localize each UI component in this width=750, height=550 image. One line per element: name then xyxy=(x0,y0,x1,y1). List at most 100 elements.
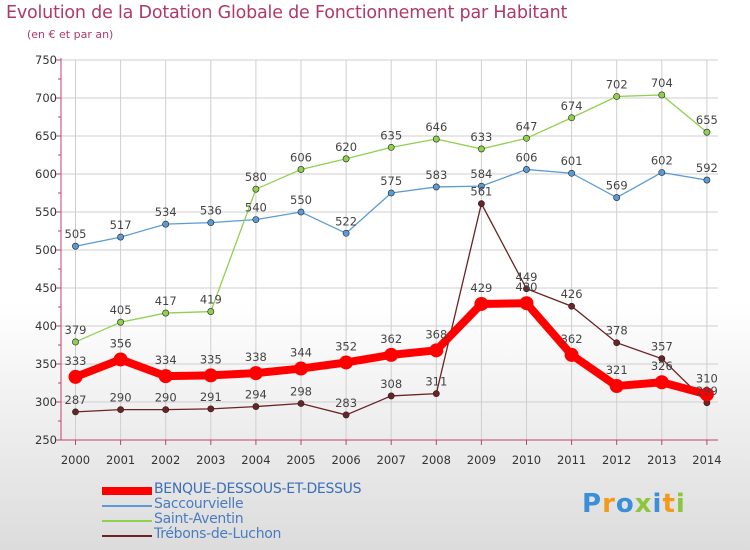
series-point xyxy=(72,408,79,416)
data-label: 522 xyxy=(335,214,357,228)
series-point xyxy=(523,285,530,293)
y-tick-label: 350 xyxy=(35,357,57,371)
series-point xyxy=(474,296,489,311)
series-point xyxy=(658,169,666,176)
series-point xyxy=(207,405,215,413)
series-point xyxy=(703,128,711,136)
data-label: 333 xyxy=(65,354,87,368)
series-point xyxy=(699,387,714,402)
series-point xyxy=(252,216,260,223)
x-tick-label: 2013 xyxy=(647,453,676,467)
series-point xyxy=(342,229,350,237)
legend-swatch xyxy=(102,535,152,537)
data-label: 283 xyxy=(335,396,357,410)
series-point xyxy=(658,355,666,363)
data-label: 584 xyxy=(470,167,492,181)
x-tick-label: 2014 xyxy=(692,453,721,467)
y-axis-ticks: 250 300 350 400 450 500 550 600 650 700 750 xyxy=(35,53,61,447)
y-tick-label: 450 xyxy=(35,281,57,295)
x-tick-label: 2002 xyxy=(151,453,180,467)
data-label: 308 xyxy=(380,377,402,391)
x-tick-label: 2010 xyxy=(512,453,541,467)
data-label: 344 xyxy=(290,346,312,360)
y-tick-label: 700 xyxy=(35,91,57,105)
series-point xyxy=(613,194,621,201)
legend: BENQUE-DESSOUS-ET-DESSUS Saccourvielle Sai… xyxy=(102,481,402,544)
x-tick-label: 2001 xyxy=(106,453,135,467)
data-label: 702 xyxy=(606,77,628,91)
series-point xyxy=(117,233,124,241)
x-tick-label: 2009 xyxy=(467,453,496,467)
series-point xyxy=(207,219,215,227)
series-group xyxy=(68,91,714,419)
series-point xyxy=(477,182,485,190)
logo-letter: x xyxy=(634,489,653,519)
series-1 xyxy=(72,166,711,250)
chart-subtitle: (en € et par an) xyxy=(27,28,114,41)
data-label: 606 xyxy=(516,150,538,164)
axes xyxy=(60,58,718,441)
data-label: 429 xyxy=(470,281,492,295)
x-tick-label: 2011 xyxy=(557,453,586,467)
data-label: 299 xyxy=(696,384,718,398)
legend-swatch xyxy=(102,487,152,495)
data-label: 294 xyxy=(245,388,267,402)
series-point xyxy=(297,166,305,173)
data-label: 536 xyxy=(200,204,222,218)
series-point xyxy=(613,339,621,347)
data-label: 505 xyxy=(65,227,87,241)
series-point xyxy=(654,375,669,390)
data-label: 310 xyxy=(696,371,718,385)
data-label: 356 xyxy=(110,336,132,350)
chart-title: Evolution de la Dotation Globale de Fonc… xyxy=(6,3,568,23)
data-label: 655 xyxy=(696,113,718,127)
series-point xyxy=(162,406,170,413)
series-point xyxy=(297,208,305,216)
y-tick-label: 600 xyxy=(35,167,57,181)
data-label: 540 xyxy=(245,201,267,215)
legend-label: Saccourvielle xyxy=(154,496,244,512)
x-axis-ticks: 2000 2001 2002 2003 2004 2005 2006 2007 2008 2009… xyxy=(61,440,722,467)
series-point xyxy=(387,189,395,197)
series-point xyxy=(162,220,170,228)
y-tick-label: 650 xyxy=(35,129,57,143)
legend-label: Saint-Aventin xyxy=(154,511,244,527)
data-label: 606 xyxy=(290,150,312,164)
series-point xyxy=(203,368,218,383)
data-label: 601 xyxy=(561,154,583,168)
data-label: 338 xyxy=(245,350,267,364)
data-label: 321 xyxy=(606,363,628,377)
data-label: 334 xyxy=(155,353,177,367)
data-label: 592 xyxy=(696,161,718,175)
data-label: 311 xyxy=(425,375,447,389)
data-label: 602 xyxy=(651,153,673,167)
series-point xyxy=(248,366,263,381)
data-label: 633 xyxy=(470,130,492,144)
series-point xyxy=(207,308,215,315)
x-tick-label: 2003 xyxy=(196,453,225,467)
logo-letter: t xyxy=(662,489,676,519)
y-tick-label: 300 xyxy=(35,395,57,409)
data-label: 550 xyxy=(290,193,312,207)
series-point xyxy=(342,155,350,163)
series-point xyxy=(568,114,575,122)
legend-item: Trébons-de-Luchon xyxy=(102,526,402,544)
series-point xyxy=(658,91,666,99)
series-point xyxy=(162,309,170,317)
x-tick-label: 2012 xyxy=(602,453,631,467)
data-label: 426 xyxy=(561,287,583,301)
data-labels: 333 356 334 335 338 344 352 362 368 429 430 362 321 3… xyxy=(65,76,718,410)
data-label: 291 xyxy=(200,390,222,404)
data-label: 583 xyxy=(425,168,447,182)
logo-letter: i xyxy=(675,489,686,519)
data-label: 620 xyxy=(335,140,357,154)
data-label: 326 xyxy=(651,359,673,373)
series-point xyxy=(387,143,395,151)
x-tick-label: 2005 xyxy=(286,453,315,467)
x-tick-label: 2006 xyxy=(331,453,360,467)
x-tick-label: 2000 xyxy=(61,453,90,467)
data-label: 357 xyxy=(651,340,673,354)
data-label: 561 xyxy=(470,185,492,199)
data-label: 290 xyxy=(110,391,132,405)
